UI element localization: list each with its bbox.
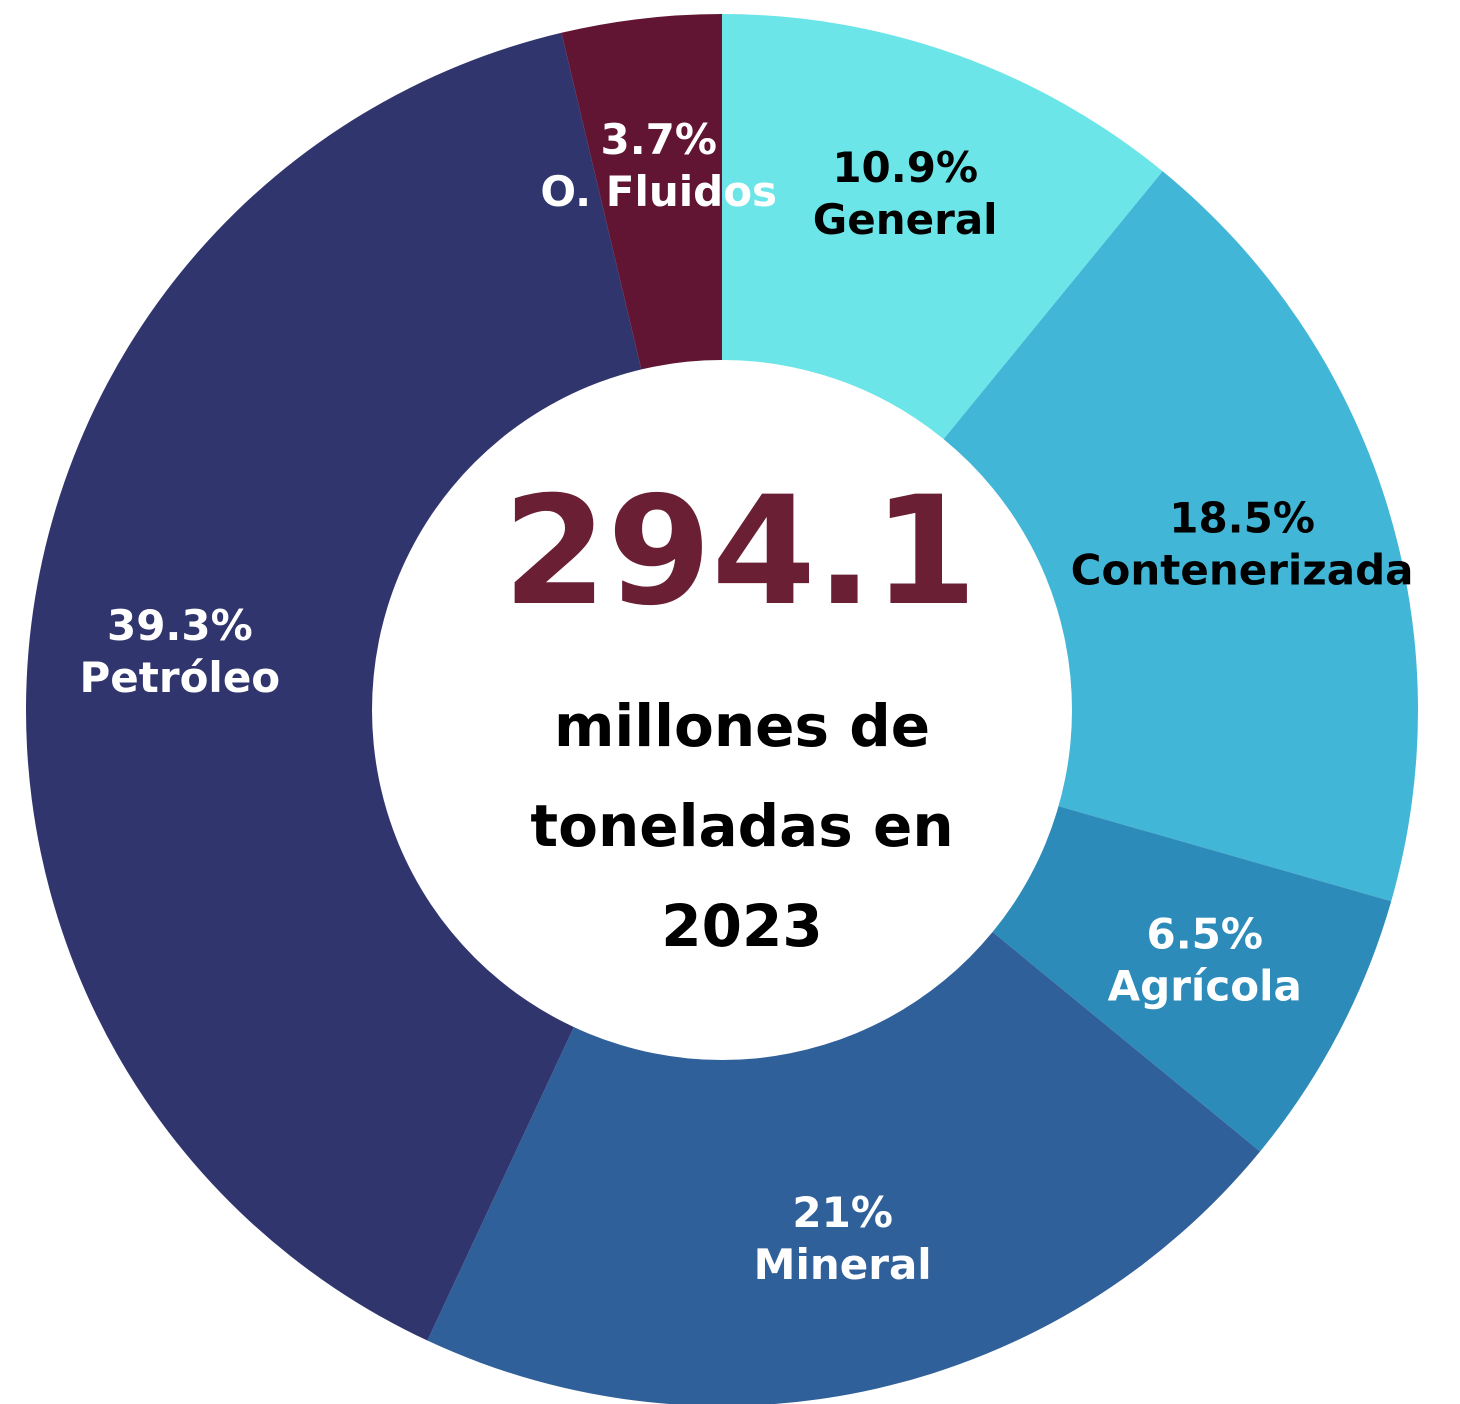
value-label: 6.5% xyxy=(1146,909,1262,958)
category-label: Agrícola xyxy=(1108,961,1302,1010)
center-value: 294.1 xyxy=(503,465,977,639)
category-label: Mineral xyxy=(754,1240,932,1289)
value-label: 18.5% xyxy=(1169,494,1315,543)
slice xyxy=(427,710,1261,1404)
labels: 10.9%General 18.5%Contenerizada 6.5%Agríco… xyxy=(80,115,1414,1289)
value-label: 39.3% xyxy=(107,601,253,650)
value-label: 3.7% xyxy=(600,115,716,164)
center-text: toneladas en xyxy=(530,792,953,860)
center-text: millones de xyxy=(554,692,930,760)
center-text: 2023 xyxy=(661,892,822,960)
category-label: Petróleo xyxy=(80,653,281,702)
category-label: General xyxy=(813,195,998,244)
value-label: 21% xyxy=(792,1188,893,1237)
category-label: Contenerizada xyxy=(1071,546,1414,595)
donut-hole xyxy=(372,360,1072,1060)
value-label: 10.9% xyxy=(832,143,978,192)
category-label: O. Fluidos xyxy=(540,167,777,216)
